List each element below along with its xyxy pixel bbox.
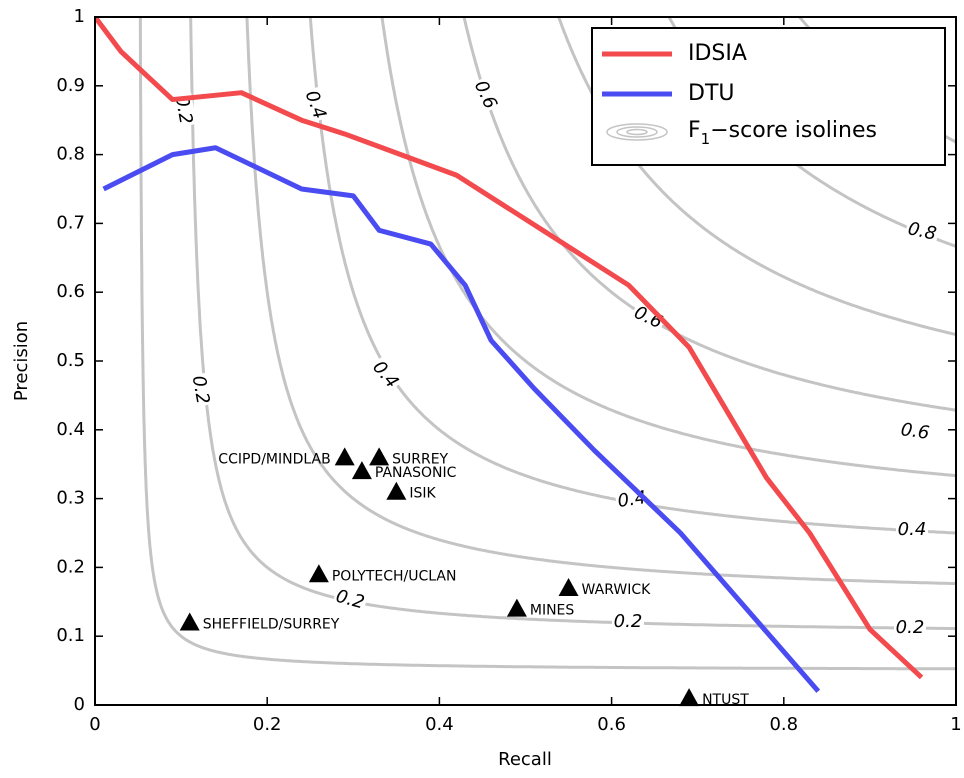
y-tick-label: 0.8 — [56, 144, 85, 165]
isoline-label-bg — [897, 418, 933, 446]
point-marker — [558, 578, 579, 597]
y-tick-label: 0.5 — [56, 350, 85, 371]
legend-label-part: 1 — [701, 130, 711, 148]
legend-label: IDSIA — [688, 41, 747, 66]
isoline-label-bg — [896, 519, 928, 541]
x-tick-label: 1 — [950, 714, 961, 735]
isoline-label-bg — [366, 355, 404, 395]
y-axis-label: Precision — [11, 321, 32, 401]
isoline-label: 0.2 — [188, 374, 214, 406]
isoline — [189, 17, 956, 631]
isoline-label-bg — [468, 75, 502, 115]
point-label: MINES — [530, 603, 575, 619]
y-tick-label: 0 — [74, 694, 85, 715]
isoline-label-bg — [186, 372, 214, 408]
isoline-label-bg — [331, 585, 369, 615]
y-tick-label: 0.4 — [56, 419, 85, 440]
isoline — [138, 17, 956, 671]
legend: IDSIA DTU F1−score isolines — [591, 27, 946, 166]
point-marker — [506, 598, 527, 617]
point-label: SHEFFIELD/SURREY — [203, 616, 340, 632]
point-label: PANASONIC — [375, 465, 457, 481]
y-tick-label: 0.1 — [56, 625, 85, 646]
series-line — [95, 17, 924, 680]
isoline-label: 0.2 — [614, 611, 643, 632]
y-tick-label: 0.7 — [56, 212, 85, 233]
point-label: POLYTECH/UCLAN — [332, 568, 457, 584]
point-marker — [369, 447, 390, 466]
x-tick-label: 0.6 — [597, 714, 626, 735]
x-tick-label: 0.8 — [769, 714, 798, 735]
point-marker — [308, 564, 329, 583]
x-tick-label: 0 — [89, 714, 100, 735]
isoline — [245, 17, 956, 586]
point-marker — [334, 447, 355, 466]
y-tick-label: 1 — [74, 6, 85, 27]
x-tick-label: 0.2 — [253, 714, 282, 735]
legend-isoline-icon — [606, 123, 668, 141]
isoline-label-bg — [904, 217, 940, 247]
series-line — [102, 145, 821, 693]
isoline — [308, 17, 956, 535]
point-marker — [679, 688, 700, 707]
y-tick-label: 0.6 — [56, 281, 85, 302]
isoline-label: 0.2 — [334, 586, 367, 614]
isoline-label: 0.6 — [899, 419, 930, 444]
isoline-label: 0.4 — [898, 519, 927, 540]
isoline-label-bg — [612, 611, 644, 633]
point-marker — [179, 612, 200, 631]
isoline-label-bg — [299, 86, 331, 124]
isoline-label-bg — [894, 617, 926, 639]
legend-isoline-icon — [626, 128, 648, 136]
point-label: WARWICK — [582, 582, 652, 598]
legend-label-part: −score isolines — [710, 118, 877, 143]
isoline — [380, 17, 956, 478]
legend-isoline-icon — [616, 126, 658, 138]
point-label: ISIK — [409, 486, 436, 502]
isoline — [557, 17, 956, 337]
point-label: CCIPD/MINDLAB — [218, 451, 330, 467]
isoline-label: 0.2 — [896, 617, 925, 638]
plot-area: 0.20.20.20.2 0.20.40.40.40.40.60.60.60.8 — [95, 17, 956, 693]
point-marker — [386, 481, 407, 500]
isoline-label-bg — [628, 301, 668, 335]
y-tick-label: 0.3 — [56, 488, 85, 509]
point-label: SURREY — [392, 451, 448, 467]
legend-label: F1−score isolines — [688, 118, 877, 148]
legend-label: DTU — [688, 81, 734, 106]
x-axis-label: Recall — [498, 749, 552, 770]
legend-label-part: F — [688, 118, 701, 143]
x-tick-label: 0.4 — [425, 714, 454, 735]
y-tick-label: 0.2 — [56, 556, 85, 577]
point-marker — [351, 461, 372, 480]
y-tick-label: 0.9 — [56, 75, 85, 96]
